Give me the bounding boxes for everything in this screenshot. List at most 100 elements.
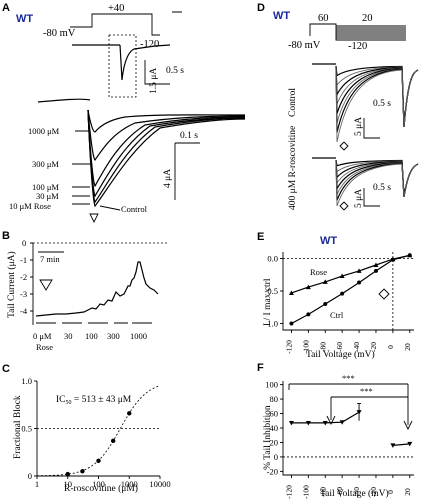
panel-e-ylabel: I / I max ctrl [263,278,273,326]
panel-b-y-axis [30,242,34,325]
panel-f-xtick-label: -60 [335,487,344,497]
panel-b-ytick-3: -3 [20,289,27,299]
panel-f-sig-arrow-outer [403,420,413,431]
panel-d-row1-scale-bar [363,118,380,139]
panel-e-ytick-label: -1.0 [265,319,278,329]
panel-e-marks [288,252,413,326]
panel-e-label-rose: Rose [310,267,327,277]
panel-c-ylabel: Fractional Block [13,395,23,459]
panel-b-ytick-2: -2 [20,272,27,282]
panel-b-tail-marker [39,279,53,291]
panel-d-row1-label: Control [288,88,298,117]
panel-c-xtick-label: 100 [92,479,105,489]
panel-c-ic50: IC50 = 513 ± 43 μM [56,395,132,406]
panel-d-row1-current-scale: 5 μA [354,117,364,136]
panel-c-data-point [127,411,132,416]
panel-a-trace-100um [87,109,246,188]
panel-c-marks [37,385,161,477]
panel-e-series-line-rose [291,254,410,294]
panel-f: F % Tail Inhibition Tail Voltage (mV) **… [257,362,414,499]
panel-f-ytick-label: 80 [270,394,279,404]
panel-e-diamond-marker [378,288,390,300]
panel-a-protocol-trace [70,11,182,36]
panel-d-letter: D [257,2,265,14]
panel-d-row2-marker [339,201,349,211]
panel-f-axis-lines [282,381,414,476]
panel-a-trace-300um [87,109,246,161]
panel-e-point-ctrl [340,291,345,296]
panel-f-sig-bracket-outer [288,383,409,425]
panel-e-xtick-label: 0 [386,345,395,349]
panel-f-letter: F [257,362,264,374]
panel-e-point-rose [288,290,294,295]
panel-c-ic50-value: = 513 ± 43 μM [72,395,132,405]
panel-a-scale-bar [174,142,200,200]
panel-f-data-point [407,441,413,447]
panel-b-ylabel: Tail Current (μA) [6,251,17,318]
panel-f-xlabel: Tail Voltage (mV) [320,488,389,499]
panel-b-ytick-0: 0 [22,238,26,248]
panel-d-bottom: -120 [348,41,367,52]
panel-a-label-30um: 30 μM [36,191,59,201]
panel-f-xtick-label: -40 [352,487,361,497]
panel-a-label-10um: 10 μM Rose [9,201,51,211]
panel-e-point-rose [322,279,328,284]
panel-a-step-voltage: +40 [108,3,124,14]
panel-c-data-point [80,469,85,474]
panel-a-label-300um: 300 μM [32,159,59,169]
panel-f-sig-arrow-inner [326,415,336,426]
panel-e-point-ctrl [306,312,311,317]
panel-f-sig-bracket-inner [330,396,408,420]
panel-a-letter: A [2,2,10,14]
panel-e-xtick-label: -120 [284,340,293,354]
panel-a-label-1000um: 1000 μM [28,126,60,136]
panel-e-ytick-label: -0.5 [265,286,278,296]
panel-d-trace [335,65,419,143]
panel-e: E WT I / I max ctrl Tail Voltage (mV) Ro… [257,231,414,360]
panel-b-conc-30: 30 [64,331,73,341]
panel-e-ytick-label: 0.0 [267,254,278,264]
panel-f-sig-outer: *** [342,373,355,383]
panel-d-hold: -80 mV [288,40,321,51]
panel-d-row1-marker [339,141,349,151]
panel-e-point-ctrl [357,280,362,285]
panel-f-ytick-label: -20 [267,466,278,476]
panel-d-row2-scale-bar [363,188,380,207]
panel-e-point-ctrl [289,321,294,326]
panel-a-inset-time-scale: 0.5 s [166,66,184,76]
panel-a-inset-current-scale: 1.5 μA [149,68,159,94]
panel-e-point-rose [356,268,362,273]
panel-f-data-point [305,420,311,426]
panel-d-row2-time-scale: 0.5 s [373,183,391,193]
panel-c-xlabel: R-roscovitine (μM) [64,483,138,494]
panel-e-axis-lines [282,252,414,331]
panel-a-genotype: WT [16,13,33,25]
panel-e-point-rose [373,262,379,267]
panel-a-trace-control [87,109,246,208]
panel-d-step1: 60 [318,13,329,24]
panel-a-current-scale: 4 μA [163,169,173,188]
panel-c-xtick-label: 1000 [121,479,138,489]
panel-f-ytick-label: 40 [270,423,279,433]
panel-e-axes: -1.0 -0.5 0.0 -120 -100 -80 -60 -40 -20 0 20 [265,252,414,354]
panel-d-step2: 20 [362,13,373,24]
panel-f-ytick-label: 20 [270,437,279,447]
panel-c-data-point [96,458,101,463]
panel-e-xtick-label: -80 [318,342,327,352]
panel-f-sig-inner: *** [360,386,373,396]
panel-a: A WT +40 -80 mV -120 1.5 μA 0.5 s 1000 μ… [2,2,246,224]
panel-e-series-line-ctrl [291,254,410,325]
panel-c-ytick-label: 1.0 [21,376,32,386]
panel-d-row2-label: 400 μM R-roscovitine [288,126,298,210]
panel-f-xtick-label: -120 [284,485,293,499]
panel-f-series-line-tail [392,443,410,446]
panel-a-inset-trace [119,44,171,81]
panel-a-label-100um: 100 μM [32,182,59,192]
panel-b-conc-sub: Rose [36,342,53,352]
panel-d-row1-traces [335,65,419,143]
panel-a-trace-1000um [87,109,246,133]
panel-c: C Fractional Block R-roscovitine (μM) IC… [2,363,171,494]
panel-c-ytick-label: 0 [28,471,32,481]
panel-e-xtick-label: -20 [369,342,378,352]
